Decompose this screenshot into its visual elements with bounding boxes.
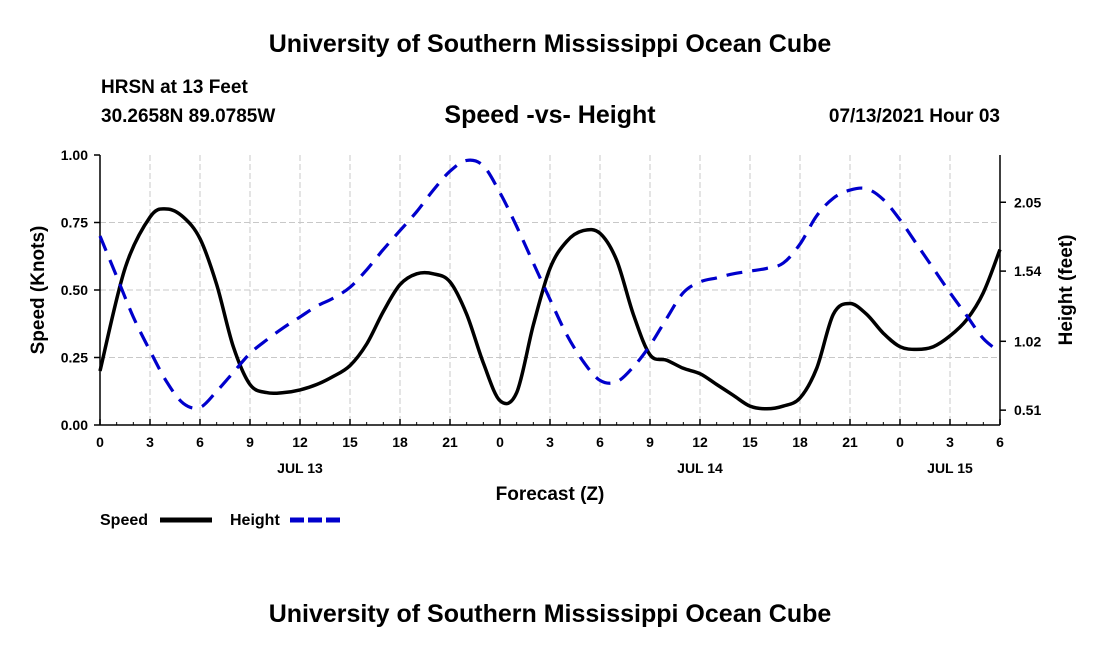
x-tick-label: 21 [442, 434, 458, 450]
date-label: JUL 13 [277, 460, 323, 476]
grid-layer [100, 155, 1000, 425]
y2-axis-title: Height (feet) [1056, 235, 1077, 346]
x-tick-label: 9 [646, 434, 654, 450]
x-tick-label: 18 [792, 434, 808, 450]
x-tick-label: 0 [896, 434, 904, 450]
x-tick-label: 21 [842, 434, 858, 450]
y2-tick-label: 2.05 [1014, 194, 1041, 210]
x-tick-label: 3 [146, 434, 154, 450]
x-tick-label: 6 [196, 434, 204, 450]
x-tick-label: 15 [742, 434, 758, 450]
date-label: JUL 15 [927, 460, 973, 476]
x-tick-label: 6 [596, 434, 604, 450]
x-axis-title: Forecast (Z) [496, 484, 605, 505]
x-tick-label: 3 [946, 434, 954, 450]
x-tick-label: 0 [496, 434, 504, 450]
y-tick-label: 0.25 [61, 350, 88, 366]
forecast-datetime: 07/13/2021 Hour 03 [828, 106, 1000, 127]
y-tick-label: 0.75 [61, 215, 88, 231]
x-tick-label: 3 [546, 434, 554, 450]
y2-tick-label: 1.02 [1014, 333, 1041, 349]
x-tick-label: 6 [996, 434, 1004, 450]
y-tick-label: 0.50 [61, 282, 88, 298]
y-tick-label: 0.00 [61, 417, 88, 433]
main-title: University of Southern Mississippi Ocean… [268, 30, 832, 58]
legend: Speed Height [100, 512, 342, 529]
series-line-speed [98, 207, 1002, 411]
series-layer [98, 158, 1002, 411]
x-tick-label: 15 [342, 434, 358, 450]
x-tick-label: 0 [96, 434, 104, 450]
date-label: JUL 14 [677, 460, 723, 476]
legend-label-height: Height [230, 512, 280, 529]
series-line-height [98, 158, 1001, 410]
x-tick-label: 12 [692, 434, 708, 450]
y-axis-title: Speed (Knots) [28, 226, 49, 355]
axes-layer: 0 3 6 9 12 15 18 21 0 3 6 9 12 15 18 21 0 3 6 JUL 13 JUL 14 J… [28, 147, 1077, 505]
footer-title: University of Southern Mississippi Ocean… [268, 600, 832, 628]
station-coordinates: 30.2658N 89.0785W [101, 106, 276, 127]
x-tick-label: 9 [246, 434, 254, 450]
legend-label-speed: Speed [100, 512, 148, 529]
chart-title: Speed -vs- Height [444, 101, 656, 129]
y2-tick-label: 1.54 [1014, 263, 1041, 279]
y2-tick-label: 0.51 [1014, 402, 1041, 418]
x-tick-label: 12 [292, 434, 308, 450]
x-tick-label: 18 [392, 434, 408, 450]
station-label: HRSN at 13 Feet [101, 77, 248, 98]
y-tick-label: 1.00 [61, 147, 88, 163]
